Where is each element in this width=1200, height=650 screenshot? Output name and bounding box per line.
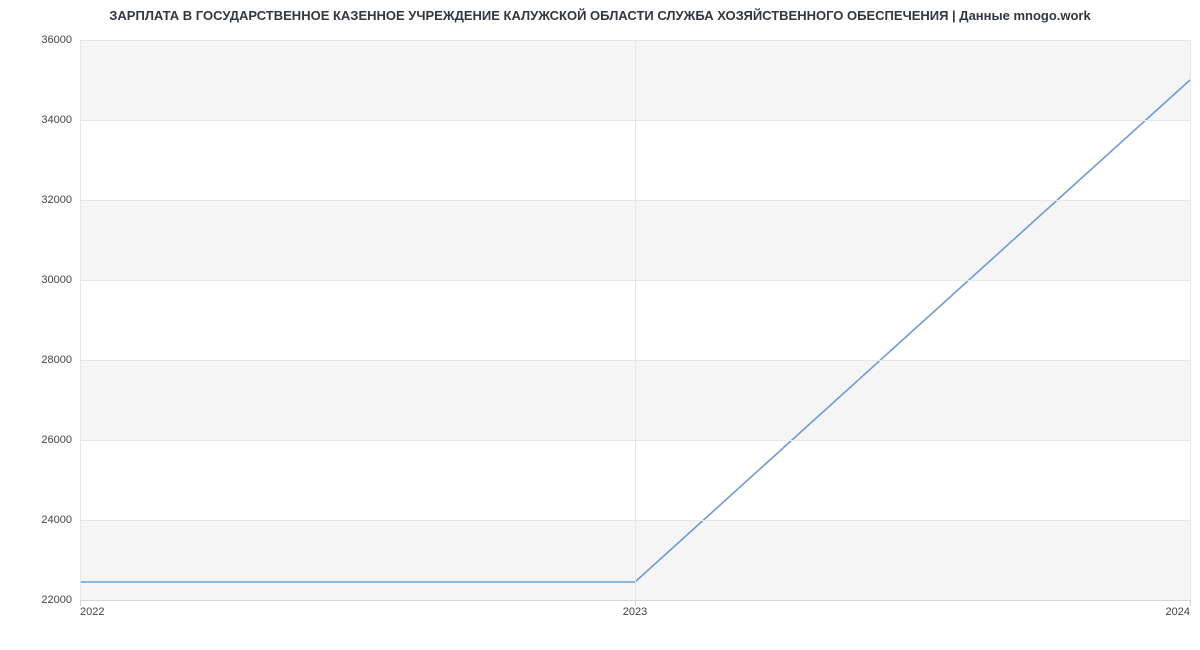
y-tick-label: 22000	[41, 594, 80, 606]
salary-line-chart: ЗАРПЛАТА В ГОСУДАРСТВЕННОЕ КАЗЕННОЕ УЧРЕ…	[0, 0, 1200, 650]
x-gridline	[1190, 40, 1191, 600]
y-tick-label: 34000	[41, 114, 80, 126]
x-gridline	[80, 40, 81, 600]
x-tick-mark	[1190, 600, 1191, 606]
plot-area: 2200024000260002800030000320003400036000…	[80, 40, 1190, 600]
x-tick-label: 2024	[1166, 600, 1190, 618]
x-tick-label: 2023	[623, 600, 647, 618]
y-tick-label: 32000	[41, 194, 80, 206]
x-axis-line	[80, 600, 1190, 601]
y-tick-label: 26000	[41, 434, 80, 446]
y-tick-label: 36000	[41, 34, 80, 46]
x-tick-label: 2022	[80, 600, 104, 618]
x-gridline	[635, 40, 636, 600]
chart-title: ЗАРПЛАТА В ГОСУДАРСТВЕННОЕ КАЗЕННОЕ УЧРЕ…	[0, 8, 1200, 23]
y-tick-label: 28000	[41, 354, 80, 366]
y-tick-label: 30000	[41, 274, 80, 286]
y-tick-label: 24000	[41, 514, 80, 526]
